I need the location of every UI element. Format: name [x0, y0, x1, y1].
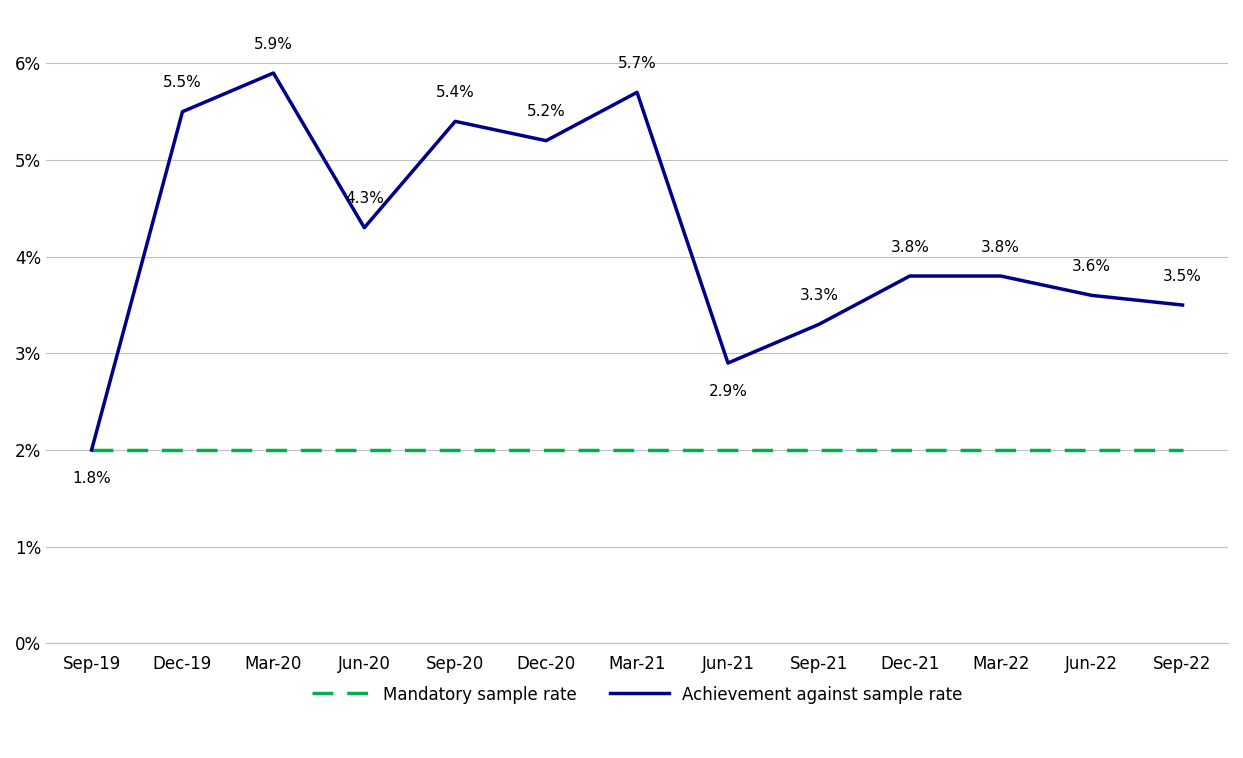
Legend: Mandatory sample rate, Achievement against sample rate: Mandatory sample rate, Achievement again…	[305, 679, 970, 710]
Text: 1.8%: 1.8%	[72, 471, 111, 487]
Text: 3.8%: 3.8%	[890, 240, 930, 255]
Text: 4.3%: 4.3%	[344, 192, 384, 206]
Text: 5.5%: 5.5%	[163, 75, 201, 90]
Text: 3.5%: 3.5%	[1163, 269, 1202, 283]
Text: 3.6%: 3.6%	[1073, 259, 1111, 274]
Text: 3.8%: 3.8%	[981, 240, 1021, 255]
Text: 3.3%: 3.3%	[799, 288, 838, 303]
Text: 2.9%: 2.9%	[709, 384, 747, 399]
Text: 5.4%: 5.4%	[436, 85, 475, 100]
Text: 5.2%: 5.2%	[527, 105, 566, 120]
Text: 5.7%: 5.7%	[618, 56, 656, 71]
Text: 5.9%: 5.9%	[254, 36, 293, 52]
